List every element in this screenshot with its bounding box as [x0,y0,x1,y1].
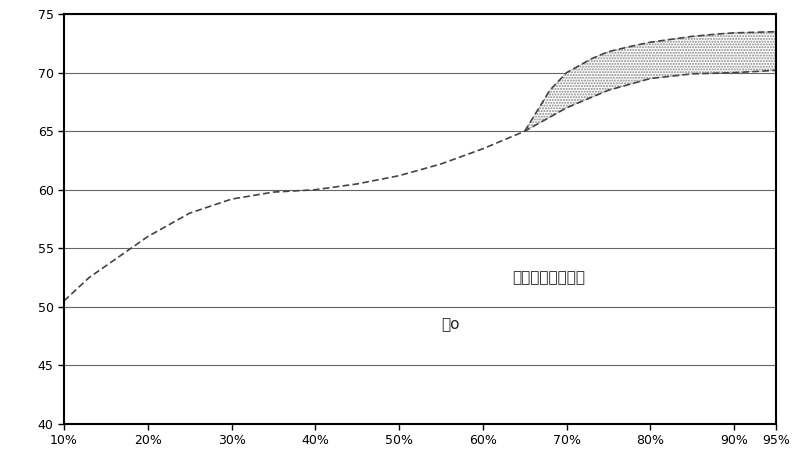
Text: 过非线性自适应区: 过非线性自适应区 [512,270,585,285]
Text: 过o: 过o [441,317,459,332]
